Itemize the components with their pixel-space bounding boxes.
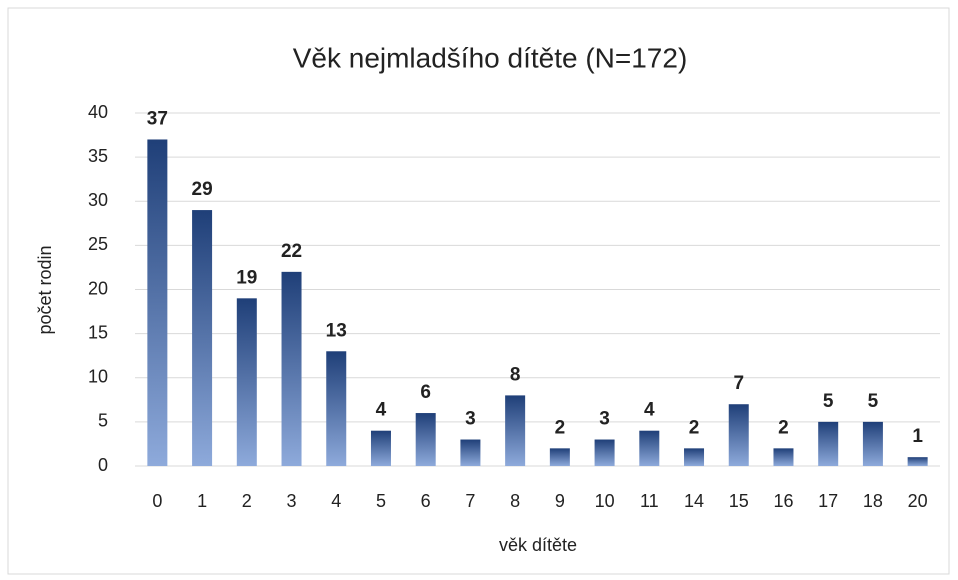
data-label: 5 [823,391,834,412]
data-label: 7 [733,373,744,394]
x-tick-label: 11 [640,491,659,511]
x-tick-label: 1 [197,491,207,511]
data-label: 29 [192,179,213,200]
data-label: 5 [868,391,879,412]
data-label: 1 [912,426,923,447]
x-tick-label: 6 [421,491,431,511]
bar [818,421,839,466]
y-tick-label: 15 [88,322,108,342]
data-label: 37 [147,108,168,129]
data-label: 8 [510,364,521,385]
data-label: 4 [376,400,387,421]
data-label: 3 [465,409,476,430]
x-tick-label: 10 [595,491,615,511]
x-tick-label: 17 [818,491,838,511]
y-tick-label: 10 [88,367,108,387]
x-tick-label: 0 [152,491,162,511]
x-tick-label: 8 [510,491,520,511]
x-tick-label: 18 [863,491,883,511]
x-tick-label: 14 [684,491,704,511]
data-label: 22 [281,241,302,262]
y-axis-label: počet rodin [35,245,55,334]
data-label: 6 [420,382,431,403]
y-tick-label: 5 [98,411,108,431]
bar [505,395,526,466]
data-label: 3 [599,409,610,430]
bar [773,448,794,466]
x-tick-label: 9 [555,491,565,511]
y-tick-label: 25 [88,234,108,254]
bar [281,271,302,466]
bar [862,421,883,466]
bar [594,439,615,466]
x-tick-label: 5 [376,491,386,511]
data-label: 13 [326,320,347,341]
x-tick-label: 3 [287,491,297,511]
y-tick-label: 40 [88,102,108,122]
x-axis-label: věk dítěte [499,535,577,555]
bar [370,430,391,466]
chart-title: Věk nejmladšího dítěte (N=172) [293,42,688,73]
y-tick-label: 20 [88,278,108,298]
bar [460,439,481,466]
data-label: 4 [644,400,655,421]
bar [907,457,928,466]
data-label: 2 [689,417,700,438]
x-tick-label: 7 [465,491,475,511]
bar [639,430,660,466]
bar [236,298,257,466]
bar [684,448,705,466]
x-tick-label: 15 [729,491,749,511]
y-tick-label: 35 [88,146,108,166]
bar [728,404,749,466]
x-tick-label: 2 [242,491,252,511]
bar [192,210,213,466]
data-label: 2 [778,417,789,438]
y-tick-label: 0 [98,455,108,475]
bar [549,448,570,466]
x-tick-label: 4 [331,491,341,511]
bar [326,351,347,466]
x-tick-label: 16 [773,491,793,511]
data-label: 2 [555,417,566,438]
bar [147,139,168,466]
data-label: 19 [236,267,257,288]
bar [415,413,436,466]
x-tick-label: 20 [908,491,928,511]
y-tick-label: 30 [88,190,108,210]
